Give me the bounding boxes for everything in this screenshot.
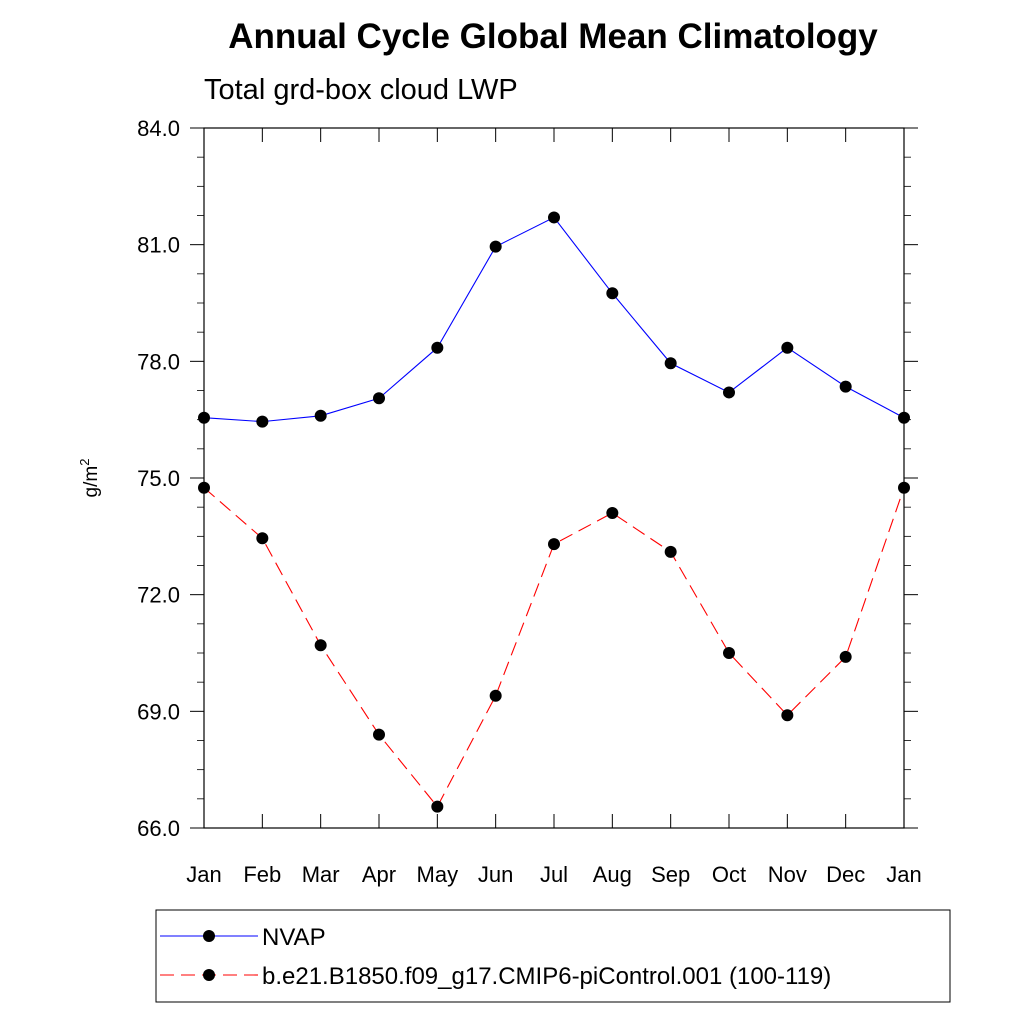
data-point — [431, 800, 444, 813]
x-tick-label: Nov — [768, 862, 807, 887]
axes — [203, 127, 905, 829]
x-tick-label: Feb — [243, 862, 281, 887]
y-tick-label: 72.0 — [137, 583, 180, 608]
data-point — [548, 538, 560, 551]
x-tick-label: Aug — [593, 862, 632, 887]
legend: NVAP b.e21.B1850.f09_g17.CMIP6-piControl.… — [155, 909, 951, 1003]
data-point — [606, 287, 619, 300]
data-point — [781, 709, 794, 722]
data-point — [314, 639, 327, 652]
y-tick-label: 81.0 — [137, 233, 180, 258]
data-point — [548, 211, 560, 224]
legend-label: b.e21.B1850.f09_g17.CMIP6-piControl.001 … — [262, 963, 831, 990]
data-point — [781, 341, 794, 354]
data-point — [839, 380, 852, 393]
x-tick-label: May — [417, 862, 459, 887]
x-tick-label: Apr — [362, 862, 396, 887]
data-point — [198, 481, 210, 494]
ticks: Jan Feb Mar Apr May Jun Jul Aug Sep Oct Nov Dec Jan6… — [137, 116, 922, 887]
x-tick-label: Jul — [540, 862, 568, 887]
data-point — [373, 728, 385, 741]
data-point — [723, 386, 735, 399]
data-point — [489, 240, 502, 253]
chart-subtitle: Total grd-box cloud LWP — [204, 74, 518, 106]
y-tick-label: 75.0 — [137, 466, 180, 491]
x-tick-label: Sep — [651, 862, 690, 887]
data-point — [839, 650, 852, 663]
x-tick-label: Dec — [826, 862, 865, 887]
series-line-1 — [203, 487, 905, 808]
series — [198, 211, 910, 813]
data-point — [489, 689, 502, 702]
data-point — [664, 357, 677, 370]
x-tick-label: Mar — [302, 862, 340, 887]
data-point — [256, 415, 269, 428]
data-point — [723, 647, 735, 659]
data-point — [198, 411, 210, 424]
x-tick-label: Jun — [478, 862, 513, 887]
data-point — [314, 409, 327, 422]
y-tick-label: 78.0 — [137, 349, 180, 374]
data-point — [256, 532, 269, 545]
legend-marker — [203, 930, 215, 942]
data-point — [431, 341, 444, 354]
x-tick-label: Oct — [712, 862, 746, 887]
legend-box — [155, 909, 951, 1003]
x-tick-label: Jan — [886, 862, 921, 887]
chart-title: Annual Cycle Global Mean Climatology — [228, 17, 878, 56]
y-axis-label: g/m2 — [77, 459, 102, 498]
data-point — [664, 545, 677, 558]
data-point — [606, 507, 619, 519]
data-point — [898, 481, 910, 494]
y-tick-label: 69.0 — [137, 699, 180, 724]
data-point — [373, 392, 385, 405]
legend-label: NVAP — [262, 924, 326, 951]
series-line-0 — [203, 216, 905, 423]
legend-marker — [203, 969, 215, 981]
y-tick-label: 66.0 — [137, 816, 180, 841]
x-tick-label: Jan — [186, 862, 221, 887]
y-tick-label: 84.0 — [137, 116, 180, 141]
plot-frame — [203, 127, 905, 829]
data-point — [898, 411, 910, 424]
